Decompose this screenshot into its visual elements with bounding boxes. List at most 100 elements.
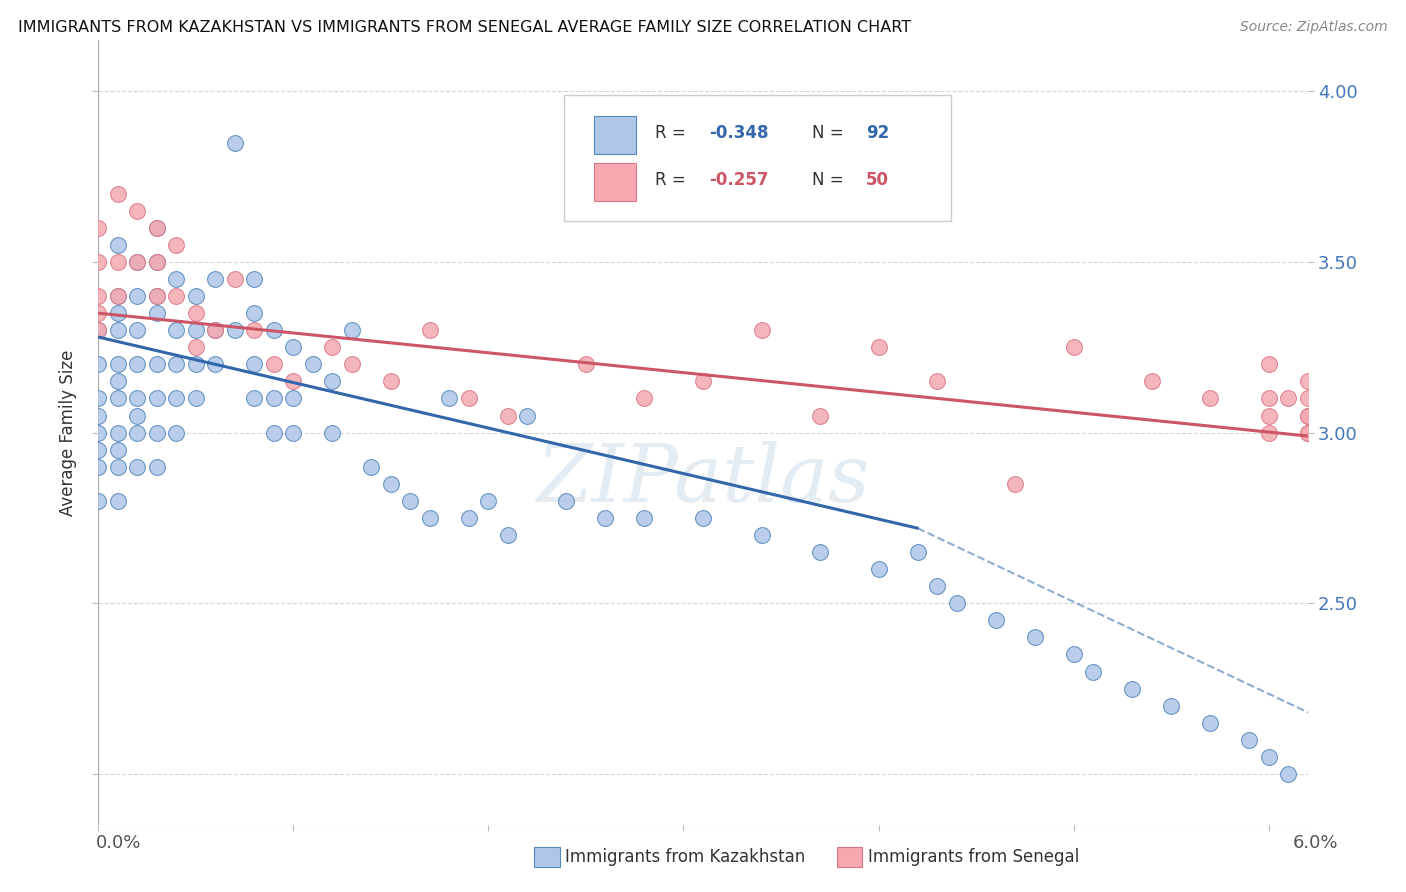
- Point: [127, 409, 149, 423]
- Point: [127, 203, 149, 218]
- Point: [87, 289, 110, 303]
- Point: [243, 392, 266, 406]
- Point: [1296, 409, 1319, 423]
- Text: Immigrants from Senegal: Immigrants from Senegal: [868, 848, 1078, 866]
- Point: [1296, 375, 1319, 389]
- Point: [340, 357, 363, 371]
- Point: [692, 375, 714, 389]
- Point: [575, 357, 598, 371]
- Point: [146, 289, 169, 303]
- Point: [184, 340, 207, 354]
- Point: [419, 511, 441, 525]
- Point: [184, 323, 207, 337]
- Point: [165, 392, 187, 406]
- Point: [107, 306, 129, 320]
- Point: [283, 425, 305, 440]
- Y-axis label: Average Family Size: Average Family Size: [59, 350, 77, 516]
- Point: [283, 340, 305, 354]
- Point: [87, 409, 110, 423]
- Text: Source: ZipAtlas.com: Source: ZipAtlas.com: [1240, 20, 1388, 34]
- Text: 50: 50: [866, 171, 889, 189]
- Point: [87, 220, 110, 235]
- Point: [165, 272, 187, 286]
- Point: [107, 375, 129, 389]
- Point: [808, 409, 831, 423]
- Point: [321, 425, 343, 440]
- Point: [87, 494, 110, 508]
- Point: [1063, 648, 1085, 662]
- Point: [1024, 631, 1046, 645]
- Point: [127, 289, 149, 303]
- Point: [165, 357, 187, 371]
- Point: [984, 613, 1007, 627]
- Point: [633, 511, 655, 525]
- Text: 0.0%: 0.0%: [96, 834, 141, 852]
- Point: [595, 511, 617, 525]
- Point: [107, 238, 129, 252]
- Point: [302, 357, 325, 371]
- Text: R =: R =: [655, 124, 690, 142]
- Point: [1199, 715, 1222, 730]
- Point: [1160, 698, 1182, 713]
- Point: [146, 459, 169, 474]
- Point: [165, 238, 187, 252]
- Point: [1257, 357, 1279, 371]
- Point: [107, 186, 129, 201]
- Point: [1277, 767, 1299, 781]
- Point: [692, 511, 714, 525]
- Point: [107, 425, 129, 440]
- Point: [127, 357, 149, 371]
- Point: [107, 323, 129, 337]
- Point: [1296, 425, 1319, 440]
- Point: [165, 289, 187, 303]
- Point: [321, 340, 343, 354]
- Point: [165, 425, 187, 440]
- Point: [243, 323, 266, 337]
- Point: [283, 392, 305, 406]
- Point: [165, 323, 187, 337]
- Point: [380, 476, 402, 491]
- Point: [340, 323, 363, 337]
- Point: [146, 357, 169, 371]
- Point: [87, 442, 110, 457]
- Point: [184, 392, 207, 406]
- Point: [184, 357, 207, 371]
- Text: R =: R =: [655, 171, 690, 189]
- Point: [868, 562, 890, 576]
- Point: [87, 425, 110, 440]
- Point: [1257, 749, 1279, 764]
- Point: [1296, 425, 1319, 440]
- Point: [1257, 425, 1279, 440]
- Point: [107, 442, 129, 457]
- Point: [1121, 681, 1143, 696]
- Text: 6.0%: 6.0%: [1294, 834, 1339, 852]
- Text: -0.348: -0.348: [709, 124, 769, 142]
- Point: [87, 392, 110, 406]
- Text: Immigrants from Kazakhstan: Immigrants from Kazakhstan: [565, 848, 806, 866]
- Point: [243, 357, 266, 371]
- Point: [87, 306, 110, 320]
- Point: [146, 255, 169, 269]
- Text: N =: N =: [811, 171, 849, 189]
- Point: [204, 272, 226, 286]
- Point: [439, 392, 461, 406]
- Point: [380, 375, 402, 389]
- Point: [1277, 392, 1299, 406]
- Point: [496, 528, 519, 542]
- Point: [204, 323, 226, 337]
- Point: [1257, 392, 1279, 406]
- Point: [146, 289, 169, 303]
- Point: [107, 289, 129, 303]
- Point: [127, 255, 149, 269]
- Point: [263, 323, 285, 337]
- Point: [87, 459, 110, 474]
- Text: ZIPatlas: ZIPatlas: [536, 441, 870, 518]
- Point: [184, 289, 207, 303]
- Point: [1063, 340, 1085, 354]
- Point: [204, 357, 226, 371]
- Point: [107, 459, 129, 474]
- Point: [1199, 392, 1222, 406]
- Point: [633, 392, 655, 406]
- Point: [107, 357, 129, 371]
- Point: [204, 323, 226, 337]
